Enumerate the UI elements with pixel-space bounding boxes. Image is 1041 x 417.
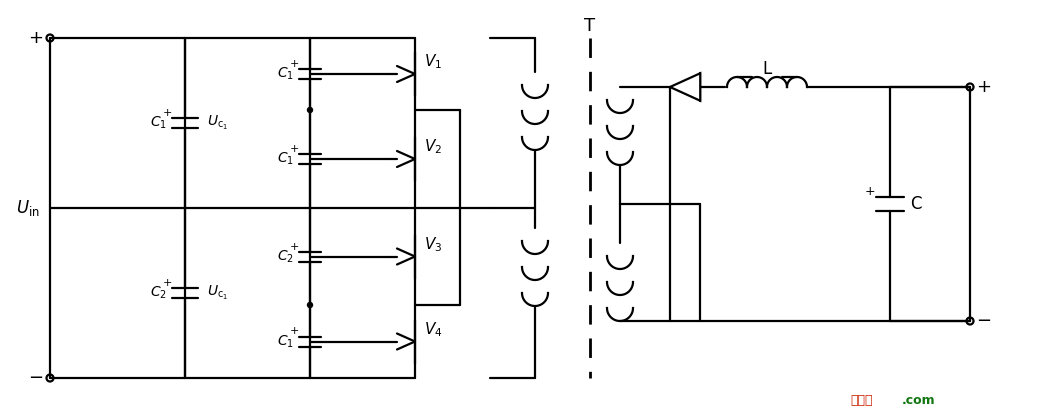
Text: L: L <box>762 60 771 78</box>
Text: $C_1$: $C_1$ <box>277 333 294 350</box>
Text: $C_1$: $C_1$ <box>277 151 294 167</box>
Text: +: + <box>162 108 172 118</box>
Text: +: + <box>289 327 299 337</box>
Text: +: + <box>865 184 875 198</box>
Text: $C_2$: $C_2$ <box>150 285 167 301</box>
Text: $U_{{\rm c}_1}$: $U_{{\rm c}_1}$ <box>207 284 229 302</box>
Text: C: C <box>910 195 921 213</box>
Text: +: + <box>289 241 299 251</box>
Text: $V_3$: $V_3$ <box>424 235 442 254</box>
Text: $U_{\rm in}$: $U_{\rm in}$ <box>16 198 40 218</box>
Text: 接线图: 接线图 <box>850 394 872 407</box>
Polygon shape <box>670 73 701 101</box>
Text: T: T <box>584 17 595 35</box>
Text: $U_{{\rm c}_1}$: $U_{{\rm c}_1}$ <box>207 114 229 132</box>
Text: $C_1$: $C_1$ <box>277 66 294 82</box>
Text: +: + <box>162 278 172 288</box>
Text: +: + <box>289 144 299 154</box>
Circle shape <box>307 302 312 307</box>
Circle shape <box>307 108 312 113</box>
Text: .com: .com <box>902 394 936 407</box>
Text: +: + <box>976 78 991 96</box>
Text: +: + <box>28 29 44 47</box>
Text: −: − <box>28 369 44 387</box>
Text: −: − <box>976 312 992 330</box>
Text: $C_1$: $C_1$ <box>150 115 167 131</box>
Text: $V_1$: $V_1$ <box>424 53 442 71</box>
Text: $V_4$: $V_4$ <box>424 320 442 339</box>
Text: $V_2$: $V_2$ <box>424 138 442 156</box>
Text: +: + <box>289 59 299 69</box>
Text: $C_2$: $C_2$ <box>277 248 294 265</box>
